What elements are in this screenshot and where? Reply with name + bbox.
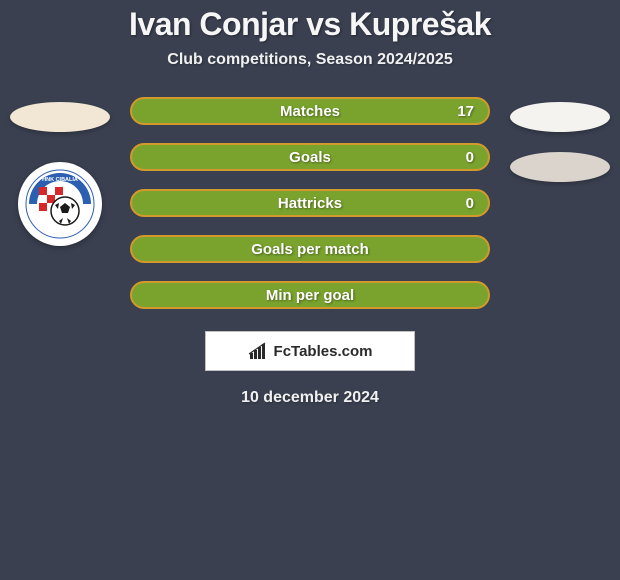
stats-column: Matches 17 Goals 0 Hattricks 0 Goals per…	[130, 97, 490, 309]
player2-marker-ellipse-1	[510, 102, 610, 132]
brand-badge: FcTables.com	[205, 331, 415, 371]
brand-text: FcTables.com	[274, 343, 373, 360]
stat-value-right: 17	[457, 103, 474, 120]
comparison-card: Ivan Conjar vs Kuprešak Club competition…	[0, 0, 620, 407]
stat-row-hattricks: Hattricks 0	[130, 189, 490, 217]
stat-row-matches: Matches 17	[130, 97, 490, 125]
stat-row-goals-per-match: Goals per match	[130, 235, 490, 263]
stat-label: Goals	[289, 149, 331, 166]
page-title: Ivan Conjar vs Kuprešak	[0, 6, 620, 43]
stat-row-goals: Goals 0	[130, 143, 490, 171]
right-column	[510, 97, 610, 182]
date-text: 10 december 2024	[0, 389, 620, 407]
player1-marker-ellipse	[10, 102, 110, 132]
stat-label: Goals per match	[251, 241, 369, 258]
stat-value-right: 0	[466, 195, 474, 212]
stat-value-right: 0	[466, 149, 474, 166]
player2-marker-ellipse-2	[510, 152, 610, 182]
main-row: HNK CIBALIA	[0, 97, 620, 309]
stat-label: Min per goal	[266, 287, 354, 304]
stat-label: Hattricks	[278, 195, 342, 212]
bar-chart-icon	[248, 341, 268, 361]
stat-row-min-per-goal: Min per goal	[130, 281, 490, 309]
cibalia-badge-icon: HNK CIBALIA	[25, 169, 95, 239]
badge-text: HNK CIBALIA	[42, 177, 78, 183]
player1-club-badge: HNK CIBALIA	[18, 162, 102, 246]
stat-label: Matches	[280, 103, 340, 120]
left-column: HNK CIBALIA	[10, 97, 110, 246]
subtitle: Club competitions, Season 2024/2025	[0, 51, 620, 69]
